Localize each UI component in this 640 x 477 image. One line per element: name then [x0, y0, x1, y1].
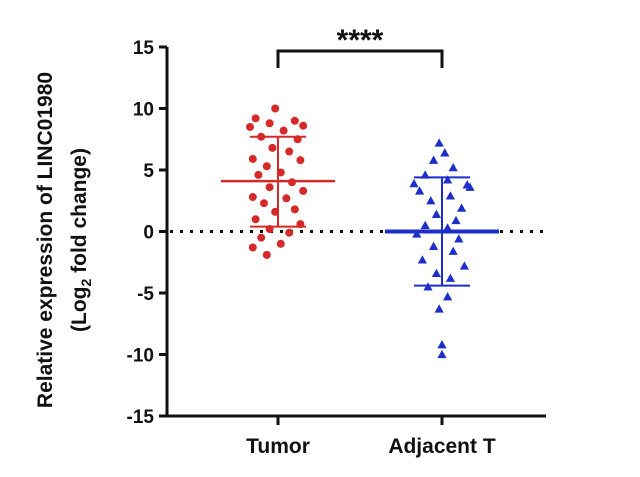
data-point-circle	[248, 154, 257, 163]
data-point-triangle	[440, 148, 450, 157]
series-group	[221, 104, 335, 259]
data-point-circle	[262, 162, 271, 171]
data-point-triangle	[454, 234, 464, 243]
data-point-circle	[276, 239, 285, 248]
data-point-circle	[257, 233, 266, 242]
data-point-triangle	[426, 196, 436, 205]
data-point-circle	[248, 193, 257, 202]
data-point-triangle	[445, 191, 455, 200]
data-point-circle	[282, 194, 291, 203]
data-point-triangle	[445, 273, 455, 282]
data-point-triangle	[420, 170, 430, 179]
data-point-circle	[296, 156, 305, 165]
data-point-circle	[248, 243, 257, 252]
data-point-triangle	[415, 186, 425, 195]
data-point-circle	[265, 119, 274, 128]
data-point-triangle	[459, 261, 469, 270]
data-point-circle	[276, 168, 285, 177]
y-axis-label-line1: Relative expression of LINC01980	[34, 72, 57, 408]
data-point-circle	[257, 132, 266, 141]
significance-label: ****	[337, 24, 384, 57]
data-point-triangle	[409, 178, 419, 188]
y-axis-title: Relative expression of LINC01980 (Log2 f…	[34, 72, 94, 408]
data-point-triangle	[457, 203, 467, 212]
data-point-circle	[293, 135, 302, 144]
x-axis-categories: Tumor Adjacent T	[246, 416, 496, 458]
data-point-triangle	[429, 241, 439, 250]
data-point-circle	[285, 228, 294, 237]
data-point-circle	[299, 186, 308, 195]
data-point-circle	[296, 220, 305, 229]
y-tick-label: -5	[137, 284, 154, 305]
data-point-circle	[271, 207, 280, 216]
data-point-triangle	[443, 223, 453, 232]
y-tick-label: 5	[143, 161, 154, 182]
data-point-triangle	[437, 340, 447, 349]
data-point-triangle	[431, 268, 441, 277]
data-point-circle	[299, 121, 308, 130]
y-axis-ticks: 15 10 5 0 -5 -10 -15	[127, 38, 167, 428]
data-point-circle	[246, 122, 254, 131]
data-point-circle	[260, 199, 268, 208]
data-point-triangle	[417, 255, 427, 264]
data-point-circle	[254, 170, 263, 179]
y-tick-label: -10	[127, 346, 154, 367]
data-point-circle	[290, 205, 299, 214]
y-tick-label: 0	[143, 223, 154, 244]
data-point-triangle	[420, 220, 430, 230]
data-point-circle	[290, 116, 299, 125]
data-point-triangle	[451, 215, 461, 225]
data-point-circle	[268, 143, 277, 152]
significance-bracket	[276, 49, 444, 68]
data-point-triangle	[448, 162, 458, 172]
data-point-triangle	[443, 292, 453, 301]
data-point-circle	[265, 183, 274, 192]
y-tick-label: 15	[133, 38, 155, 59]
significance-annotation: ****	[276, 24, 444, 68]
y-tick-label: -15	[127, 407, 155, 428]
data-point-circle	[251, 114, 260, 123]
series-layer	[221, 104, 499, 359]
data-point-triangle	[423, 282, 433, 291]
data-point-triangle	[431, 209, 441, 218]
data-point-circle	[271, 104, 280, 113]
data-point-circle	[251, 215, 260, 224]
x-category-label: Adjacent T	[388, 435, 496, 458]
x-category-label: Tumor	[246, 435, 310, 458]
data-point-triangle	[437, 349, 447, 359]
data-point-circle	[265, 225, 274, 234]
data-point-triangle	[448, 246, 458, 255]
data-point-circle	[285, 147, 294, 156]
data-point-triangle	[429, 155, 439, 164]
data-point-triangle	[443, 175, 453, 184]
data-point-triangle	[465, 182, 475, 191]
data-point-circle	[262, 250, 271, 259]
data-point-triangle	[434, 138, 444, 147]
data-point-triangle	[434, 304, 444, 313]
data-point-circle	[279, 126, 288, 135]
y-tick-label: 10	[133, 100, 154, 121]
y-axis-label-line2: (Log2 fold change)	[68, 148, 94, 332]
series-group	[385, 138, 499, 359]
